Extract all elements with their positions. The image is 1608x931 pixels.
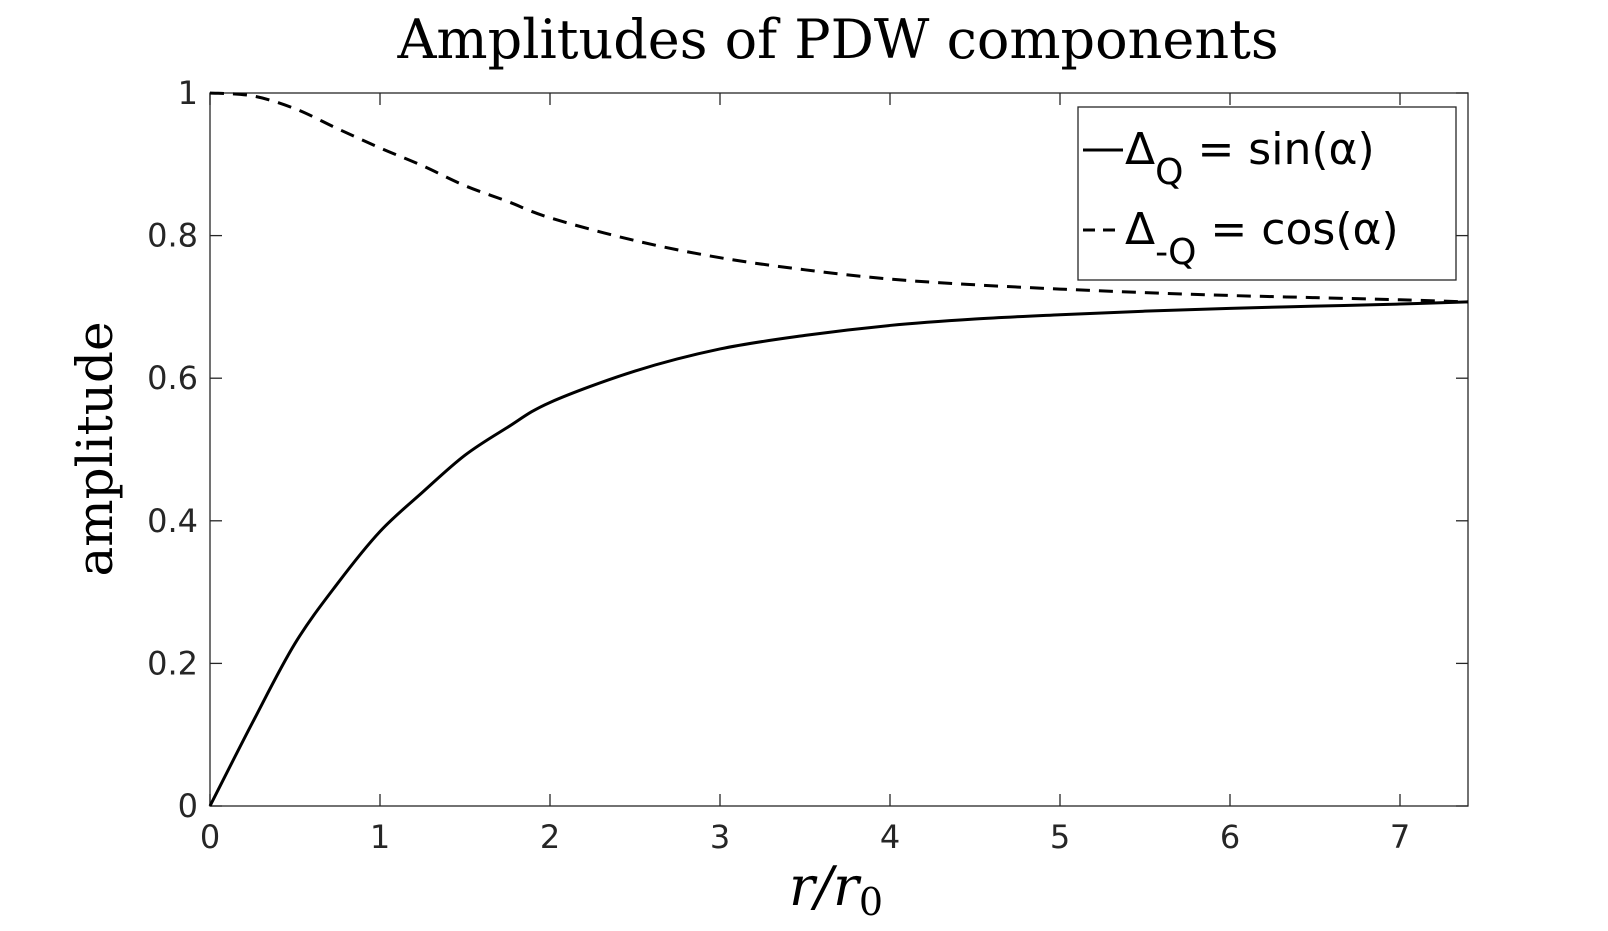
plot-frame (209, 92, 1469, 807)
legend-box (1077, 106, 1457, 281)
y-tick-label: 0.6 (147, 359, 198, 397)
y-tick-label: 0.8 (147, 217, 198, 255)
legend-label-main: Δ (1125, 124, 1155, 175)
y-tick-label: 0 (178, 787, 198, 825)
legend-label-subscript: Q (1155, 152, 1183, 193)
legend-label-rest: = cos(α) (1196, 204, 1398, 255)
y-axis-label: amplitude (66, 321, 124, 576)
y-tick-label: 0.2 (147, 644, 198, 682)
axis-tick-labels: 0 1 2 3 4 5 6 7 0 0.2 0.4 0.6 0.8 1 (147, 74, 1410, 856)
x-axis-label: r/r0 (789, 855, 883, 924)
x-tick-label: 7 (1390, 818, 1410, 856)
x-tick-label: 2 (540, 818, 560, 856)
y-tick-label: 0.4 (147, 502, 198, 540)
x-tick-label: 6 (1220, 818, 1240, 856)
x-tick-label: 4 (880, 818, 900, 856)
x-tick-label: 3 (710, 818, 730, 856)
legend-label-2: Δ-Q = cos(α) (1125, 204, 1399, 273)
chart-title: Amplitudes of PDW components (396, 8, 1278, 71)
axis-ticks (209, 92, 1468, 807)
legend-label-subscript: -Q (1155, 232, 1196, 273)
legend: ΔQ = sin(α)Δ-Q = cos(α) (1077, 106, 1457, 281)
legend-label-main: Δ (1125, 204, 1155, 255)
x-axis-label-main: r/r (789, 855, 862, 918)
x-axis-label-subscript: 0 (859, 880, 883, 924)
legend-label-rest: = sin(α) (1183, 124, 1374, 175)
x-tick-label: 1 (370, 818, 390, 856)
plot-lines (208, 91, 1469, 807)
x-tick-label: 5 (1050, 818, 1070, 856)
y-tick-label: 1 (178, 74, 198, 112)
legend-label-1: ΔQ = sin(α) (1125, 124, 1375, 193)
x-tick-label: 0 (200, 818, 220, 856)
series-line-1 (208, 300, 1469, 807)
